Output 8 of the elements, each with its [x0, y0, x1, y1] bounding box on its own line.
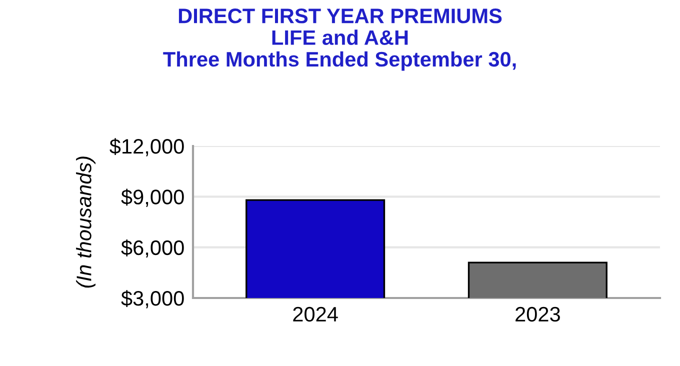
y-tick-label: $12,000 — [110, 138, 184, 156]
y-tick-label: $3,000 — [121, 290, 184, 308]
y-tick-label: $9,000 — [121, 188, 184, 207]
x-tick-label: 2023 — [516, 306, 560, 322]
x-tick-label: 2024 — [293, 306, 338, 322]
y-tick-label: $6,000 — [121, 239, 184, 258]
chart-title: DIRECT FIRST YEAR PREMIUMS LIFE and A&H Three Months Ended September 30, — [163, 8, 516, 71]
y-axis-title: (In thousands) — [76, 156, 96, 288]
